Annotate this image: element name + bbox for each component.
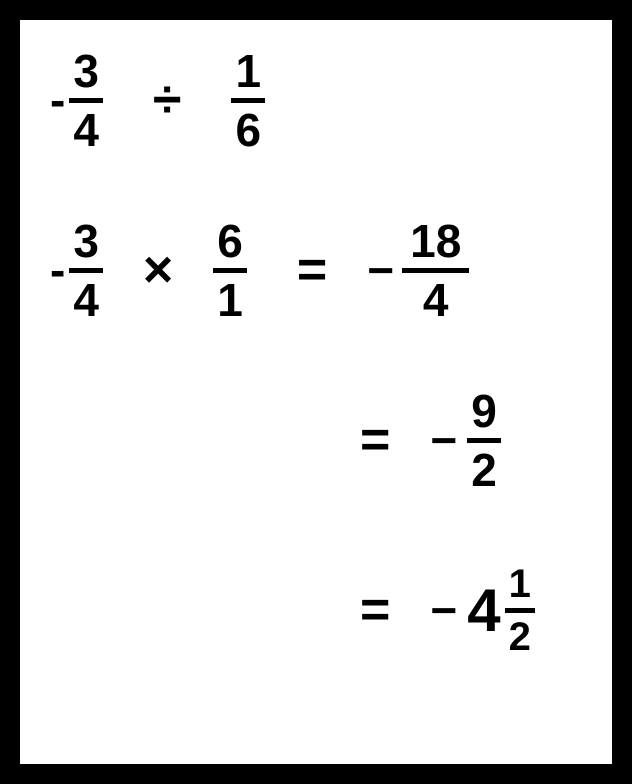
equation-line-2: - 3 4 × 6 1 = − 18 4 bbox=[50, 210, 582, 330]
result-neg-4-and-half: − 4 1 2 bbox=[430, 564, 535, 657]
term-neg-three-quarters: - 3 4 bbox=[50, 218, 103, 323]
fraction-18-4: 18 4 bbox=[402, 218, 469, 323]
denominator: 2 bbox=[509, 613, 531, 657]
numerator: 3 bbox=[69, 218, 103, 273]
minus-sign: - bbox=[50, 243, 65, 297]
denominator: 2 bbox=[471, 443, 497, 493]
numerator: 1 bbox=[231, 48, 265, 103]
divide-operator: ÷ bbox=[153, 70, 182, 130]
math-worksheet: - 3 4 ÷ 1 6 - 3 4 × 6 1 = − bbox=[0, 0, 632, 784]
multiply-operator: × bbox=[143, 240, 173, 300]
fraction-1-6: 1 6 bbox=[231, 48, 265, 153]
fraction-3-4: 3 4 bbox=[69, 48, 103, 153]
numerator: 9 bbox=[467, 388, 501, 443]
numerator: 3 bbox=[69, 48, 103, 103]
equals-sign: = bbox=[297, 240, 327, 300]
equals-sign: = bbox=[360, 580, 390, 640]
numerator: 1 bbox=[505, 564, 535, 613]
denominator: 1 bbox=[217, 273, 243, 323]
equation-line-1: - 3 4 ÷ 1 6 bbox=[50, 40, 582, 160]
fraction-9-2: 9 2 bbox=[467, 388, 501, 493]
equation-line-3: = − 9 2 bbox=[50, 380, 582, 500]
equation-line-4: = − 4 1 2 bbox=[50, 550, 582, 670]
fraction-1-2: 1 2 bbox=[505, 564, 535, 657]
denominator: 6 bbox=[235, 103, 261, 153]
term-neg-three-quarters: - 3 4 bbox=[50, 48, 103, 153]
result-neg-18-4: − 18 4 bbox=[367, 218, 469, 323]
denominator: 4 bbox=[73, 103, 99, 153]
whole-number: 4 bbox=[467, 576, 500, 645]
minus-sign: - bbox=[50, 73, 65, 127]
result-neg-9-2: − 9 2 bbox=[430, 388, 500, 493]
numerator: 6 bbox=[213, 218, 247, 273]
numerator: 18 bbox=[402, 218, 469, 273]
denominator: 4 bbox=[73, 273, 99, 323]
fraction-6-1: 6 1 bbox=[213, 218, 247, 323]
minus-sign: − bbox=[367, 243, 394, 297]
minus-sign: − bbox=[430, 413, 457, 467]
denominator: 4 bbox=[423, 273, 449, 323]
minus-sign: − bbox=[430, 583, 457, 637]
fraction-3-4: 3 4 bbox=[69, 218, 103, 323]
equals-sign: = bbox=[360, 410, 390, 470]
